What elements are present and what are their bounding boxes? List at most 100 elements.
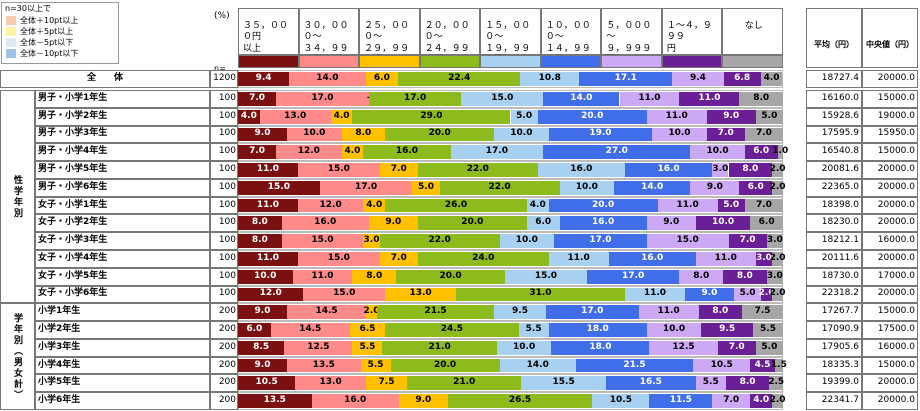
- bar-label: 6.0: [246, 324, 263, 335]
- row-label: 小学4年生: [38, 359, 81, 370]
- n-cell: [210, 214, 238, 233]
- bar-label: 4.0: [763, 73, 780, 83]
- bar-label: 8.0: [753, 92, 770, 103]
- bar-segment: [559, 180, 615, 195]
- bar-label: 8.0: [739, 377, 756, 388]
- mean-cell: [806, 90, 862, 108]
- mean-value: 18398.0: [821, 199, 859, 210]
- bar-label: 7.0: [249, 146, 266, 157]
- row-label: 女子・小学2年生: [38, 217, 108, 228]
- bar-segment: [238, 72, 290, 86]
- bar-segment: [450, 145, 544, 160]
- bar-segment: [238, 394, 312, 409]
- bar-segment: [559, 216, 647, 231]
- n-cell: [210, 303, 238, 322]
- mean-cell: [806, 196, 862, 215]
- bar-label: 14.0: [570, 92, 593, 103]
- bar-label: 8.0: [251, 217, 268, 228]
- n-value: 200: [218, 377, 236, 388]
- bar-segment: [554, 234, 647, 248]
- n-cell: [210, 267, 238, 286]
- bar-label: 12.5: [672, 341, 695, 352]
- series-swatch: [601, 55, 662, 68]
- bar-segment: [548, 198, 658, 213]
- mean-value: 18335.3: [821, 359, 859, 370]
- n-cell: [210, 161, 238, 179]
- bar-segment: [385, 198, 527, 213]
- bar-segment: [379, 234, 500, 248]
- bar-label: 10.0: [510, 128, 533, 139]
- bar-label: 8.0: [366, 270, 383, 281]
- bar-label: 4.5: [754, 359, 771, 370]
- n-value: 100: [218, 110, 236, 121]
- bar-label: 7.0: [755, 199, 772, 210]
- median-value: 16000.0: [877, 341, 915, 352]
- n-value: 100: [218, 181, 236, 192]
- bar-label: 17.0: [581, 306, 604, 317]
- bar-segment: [289, 72, 366, 86]
- bar-label: 8.0: [251, 235, 268, 246]
- row-label: 小学2年生: [38, 324, 81, 335]
- bar-label: 6.0: [373, 73, 390, 83]
- mean-cell: [806, 392, 862, 411]
- n-value: 200: [218, 395, 236, 406]
- bar-label: 5.0: [761, 341, 778, 352]
- legend-swatch: [6, 27, 16, 36]
- bar-segment: [238, 109, 260, 124]
- bar-segment: [520, 72, 580, 86]
- bar-label: 17.1: [614, 73, 637, 83]
- mean-value: 17267.7: [821, 306, 859, 317]
- bar-segment: [238, 198, 298, 213]
- bar-segment: [548, 252, 609, 266]
- legend: [1, 2, 119, 64]
- bar-label: 17.0: [404, 92, 427, 103]
- bar-label: 21.0: [428, 341, 451, 352]
- bar-segment: [649, 394, 713, 409]
- bar-segment: [701, 323, 754, 337]
- bar-label: 4.0: [529, 199, 546, 210]
- median-value: 20000.0: [877, 73, 915, 83]
- bar-segment: [379, 163, 418, 177]
- bar-segment: [398, 394, 448, 409]
- bar-label: 7.0: [739, 235, 756, 246]
- bar-label: 11.5: [669, 395, 692, 406]
- n-value: 1200: [213, 73, 236, 83]
- n-value: 100: [218, 92, 236, 103]
- legend-swatch: [6, 16, 16, 25]
- median-cell: [862, 321, 918, 339]
- bar-segment: [281, 234, 364, 248]
- median-value: 16000.0: [877, 235, 915, 246]
- bar-segment: [772, 163, 783, 177]
- bar-label: 13.5: [312, 359, 335, 370]
- bar-label: 4.0: [753, 395, 770, 406]
- bar-label: 6.0: [747, 181, 764, 192]
- bar-segment: [284, 340, 353, 355]
- bar-segment: [717, 198, 745, 213]
- n-cell: [210, 90, 238, 108]
- bar-label: 13.0: [409, 288, 432, 299]
- bar-label: 9.0: [385, 217, 402, 228]
- bar-segment: [496, 340, 552, 355]
- n-cell: [210, 70, 238, 88]
- row-label: 男子・小学5年生: [38, 164, 108, 174]
- legend-swatch: [6, 38, 16, 47]
- bar-segment: [287, 305, 367, 320]
- row-cell: [35, 214, 210, 233]
- bar-segment: [760, 72, 783, 86]
- bar-segment: [592, 394, 650, 409]
- bar-label: 10.0: [711, 217, 735, 228]
- mean-value: 16160.0: [821, 92, 859, 103]
- bar-segment: [526, 216, 560, 231]
- n-label: n=: [214, 64, 226, 73]
- n-cell: [210, 178, 238, 197]
- bar-label: 8.0: [712, 306, 729, 317]
- mean-cell: [806, 178, 862, 197]
- bar-label: 3.0: [766, 235, 783, 246]
- bar-segment: [406, 376, 522, 391]
- bar-label: 11.0: [657, 306, 680, 317]
- n-value: 100: [218, 235, 236, 246]
- bar-label: 11.0: [311, 270, 334, 281]
- bar-label: 6.5: [359, 324, 376, 335]
- bar-segment: [385, 287, 456, 302]
